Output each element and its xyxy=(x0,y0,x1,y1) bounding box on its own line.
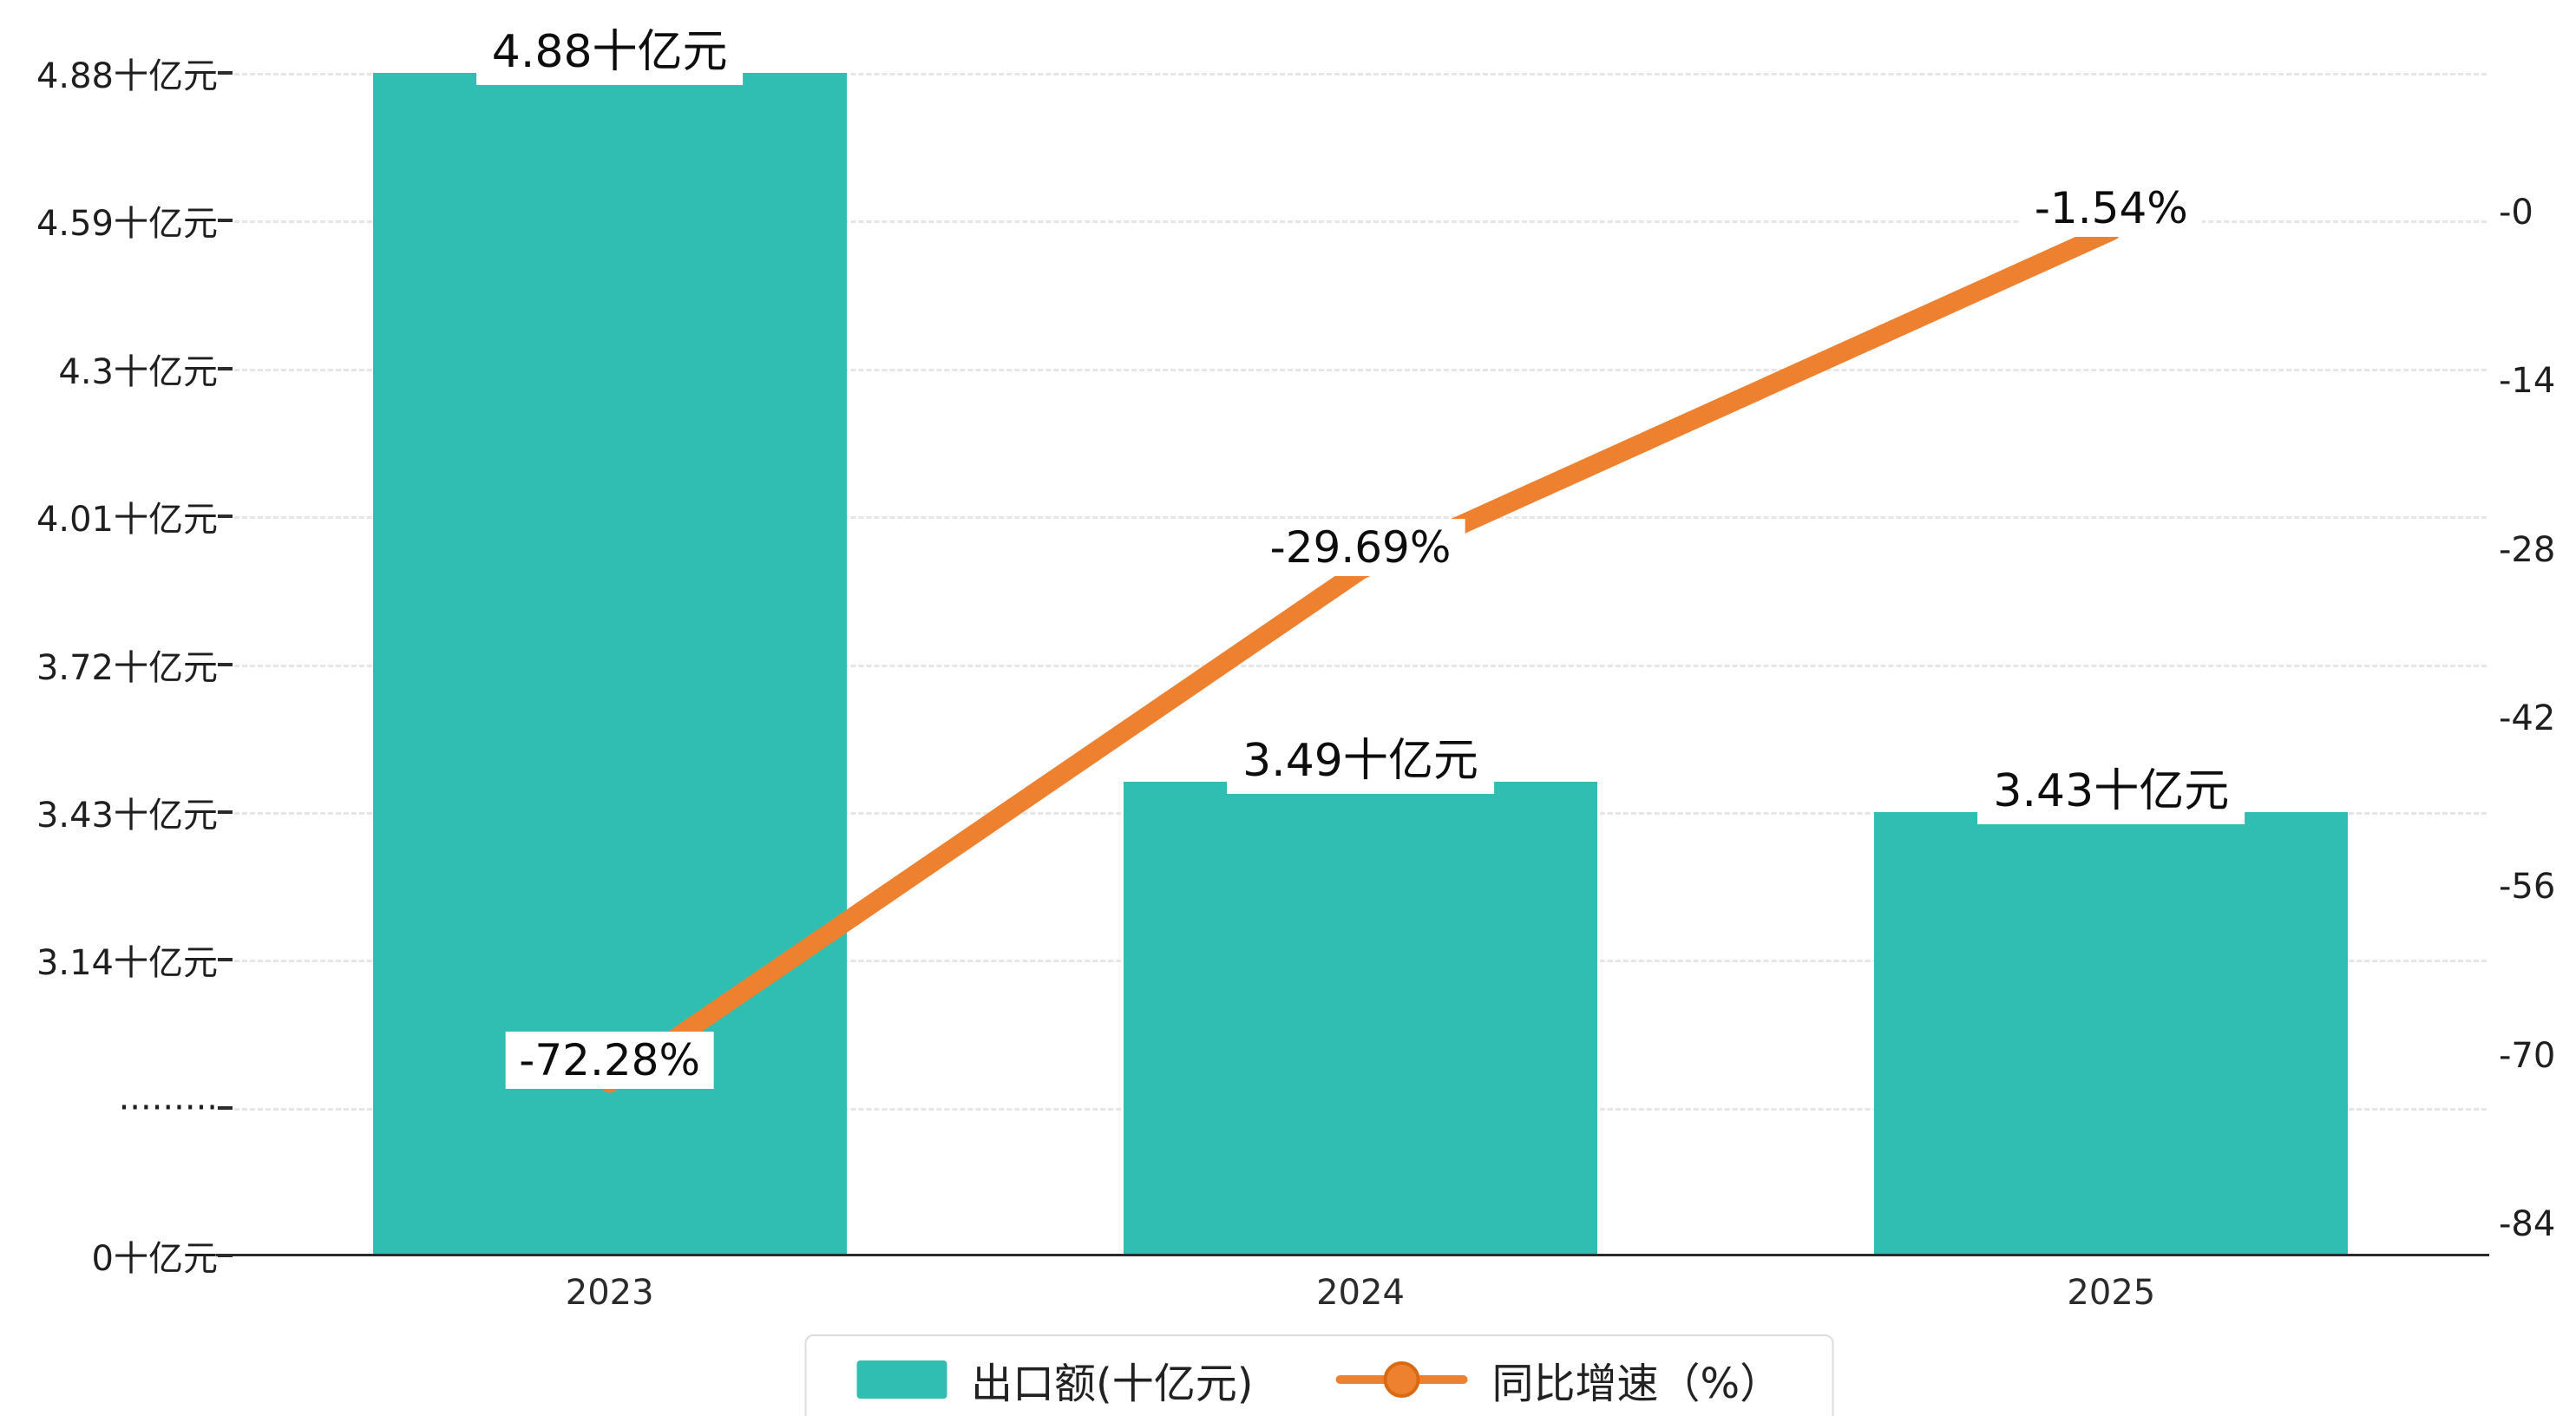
x-axis-label: 2024 xyxy=(1316,1273,1405,1313)
line-dot-icon xyxy=(1335,1361,1468,1398)
right-axis-tick-label: -84 xyxy=(2499,1204,2556,1244)
bar-2024 xyxy=(1124,781,1597,1255)
left-axis-tick-label: 4.88十亿元 xyxy=(36,56,218,96)
left-axis-tick xyxy=(218,1254,233,1257)
right-axis-tick-label: -56 xyxy=(2499,867,2556,908)
legend-item-exports: 出口额(十亿元) xyxy=(856,1349,1254,1410)
left-axis-tick-label: 4.3十亿元 xyxy=(58,351,218,392)
left-axis-tick xyxy=(218,958,233,962)
x-axis-line xyxy=(216,1254,2489,1256)
legend-label-exports: 出口额(十亿元) xyxy=(971,1360,1254,1408)
right-axis-tick-label: -28 xyxy=(2499,529,2556,570)
right-axis-tick-label: -42 xyxy=(2499,698,2556,738)
left-axis-tick-label: ········· xyxy=(118,1087,218,1128)
legend-item-growth: 同比增速（%） xyxy=(1335,1349,1782,1410)
legend: 出口额(十亿元) 同比增速（%） xyxy=(804,1334,1834,1416)
left-axis-tick xyxy=(218,810,233,814)
x-axis-label: 2025 xyxy=(2067,1273,2156,1313)
left-axis-tick-label: 4.01十亿元 xyxy=(36,500,218,541)
bar-value-label: 4.88十亿元 xyxy=(475,10,744,85)
left-axis-tick xyxy=(218,71,233,75)
left-axis-tick-label: 3.14十亿元 xyxy=(36,943,218,984)
left-axis-tick-label: 0十亿元 xyxy=(91,1239,218,1279)
growth-value-label: -72.28% xyxy=(505,1032,715,1090)
legend-label-growth: 同比增速（%） xyxy=(1491,1360,1782,1408)
left-axis-tick xyxy=(218,662,233,666)
left-axis-tick xyxy=(218,219,233,223)
growth-value-label: -29.69% xyxy=(1255,519,1465,577)
bar-swatch-icon xyxy=(856,1360,947,1399)
left-axis-tick xyxy=(218,515,233,519)
right-axis-tick-label: -0 xyxy=(2499,193,2533,233)
right-axis-tick-label: -14 xyxy=(2499,361,2556,402)
left-axis-tick xyxy=(218,1105,233,1110)
x-axis-label: 2023 xyxy=(565,1273,654,1313)
left-axis-tick-label: 3.43十亿元 xyxy=(36,795,218,836)
left-axis-tick xyxy=(218,366,233,370)
gridline xyxy=(234,73,2487,75)
growth-value-label: -1.54% xyxy=(2020,180,2202,238)
bar-value-label: 3.49十亿元 xyxy=(1227,718,1494,794)
left-axis-tick-label: 3.72十亿元 xyxy=(36,647,218,688)
bar-2025 xyxy=(1874,811,2349,1255)
bar-value-label: 3.43十亿元 xyxy=(1977,748,2245,824)
left-axis-tick-label: 4.59十亿元 xyxy=(36,204,218,245)
right-axis-tick-label: -70 xyxy=(2499,1035,2556,1076)
